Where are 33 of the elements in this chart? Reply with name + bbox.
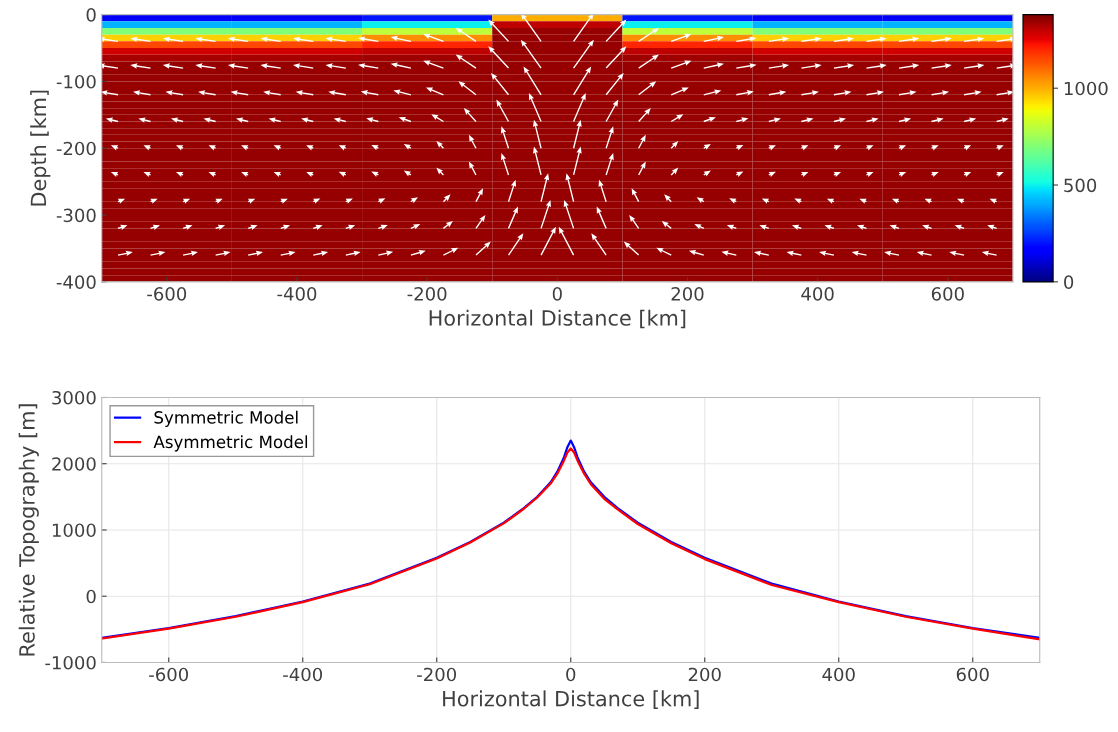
- y-tick-label: -300: [56, 208, 96, 223]
- y-tick-label: -100: [56, 74, 96, 89]
- x-tick-label: -600: [147, 287, 187, 301]
- y-tick-label: 1000: [52, 523, 96, 538]
- x-tick-label: 0: [566, 667, 576, 682]
- y-tick-label: 0: [86, 8, 96, 22]
- x-tick-label: 600: [956, 667, 989, 682]
- x-tick-label: -200: [407, 287, 447, 301]
- x-tick-label: -600: [149, 667, 189, 682]
- y-tick-label: 2000: [52, 457, 96, 471]
- x-tick-label: 200: [671, 287, 704, 301]
- x-axis-title: Horizontal Distance [km]: [443, 690, 699, 709]
- y-axis-title: Relative Topography [m]: [18, 404, 39, 656]
- x-tick-label: 600: [931, 287, 964, 301]
- x-tick-label: -400: [283, 667, 323, 682]
- color-bar-label: 0: [1064, 275, 1074, 289]
- legend-label: Asymmetric Model: [153, 435, 308, 452]
- x-tick-label: 200: [688, 667, 721, 682]
- x-tick-label: -400: [277, 287, 317, 301]
- y-tick-label: -400: [56, 275, 96, 289]
- y-tick-label: 3000: [52, 390, 96, 405]
- legend-label: Symmetric Model: [154, 410, 298, 427]
- y-tick-label: -200: [56, 141, 96, 156]
- x-tick-label: -200: [417, 667, 457, 682]
- y-axis-title: Depth [km]: [30, 90, 51, 206]
- color-bar-label: 500: [1064, 178, 1097, 193]
- x-tick-label: 400: [822, 667, 855, 682]
- x-tick-label: 400: [801, 287, 834, 301]
- y-tick-label: 0: [86, 589, 96, 604]
- x-tick-label: 0: [552, 287, 562, 301]
- y-tick-label: -1000: [45, 655, 96, 670]
- color-bar-label: 1000: [1064, 81, 1108, 96]
- x-axis-title: Horizontal Distance [km]: [429, 309, 686, 329]
